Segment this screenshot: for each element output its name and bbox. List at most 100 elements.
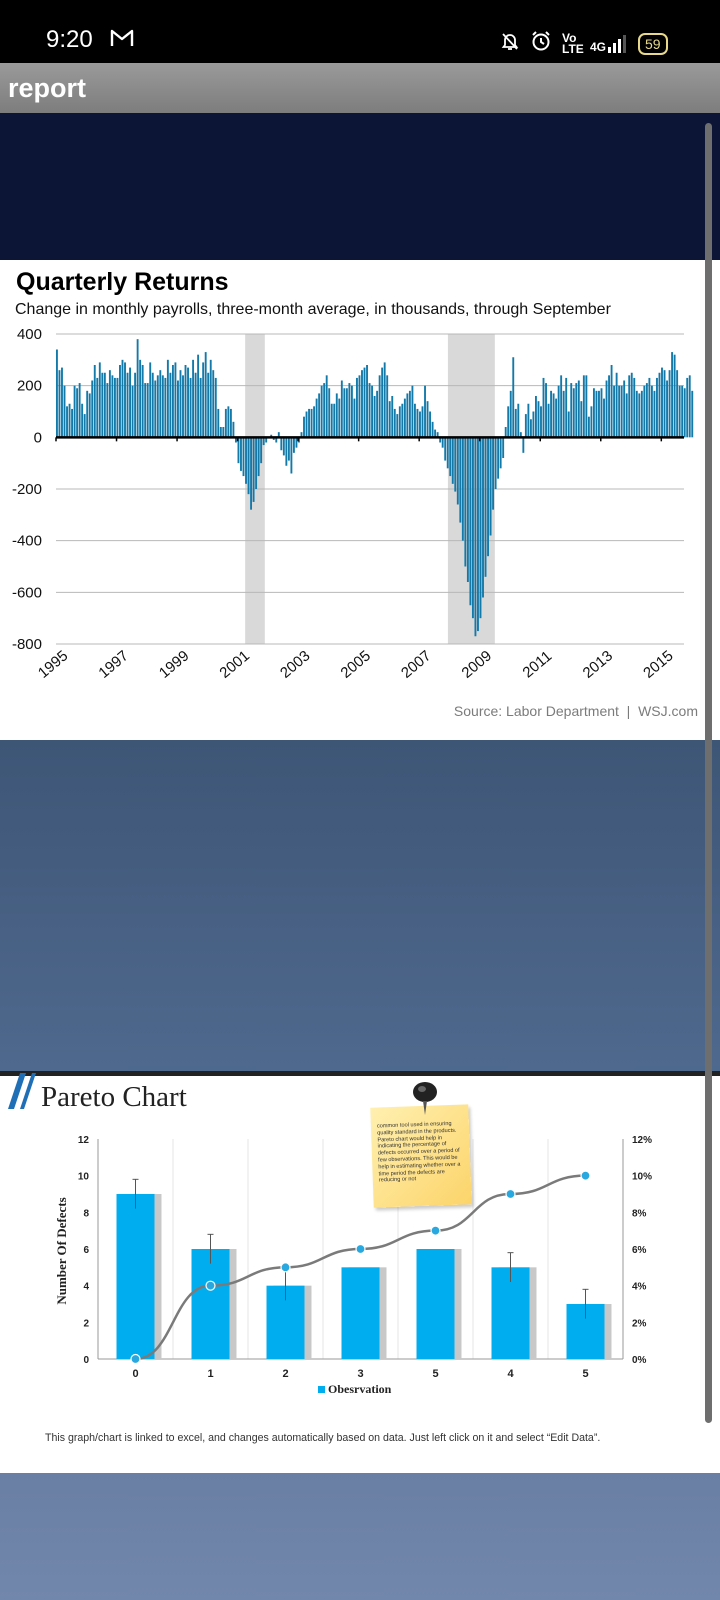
- payroll-bar: [76, 388, 79, 438]
- payroll-bar: [618, 385, 621, 438]
- vertical-scrollbar[interactable]: [705, 123, 712, 1423]
- payroll-bar: [469, 437, 472, 606]
- payroll-bar: [449, 437, 452, 477]
- legend-swatch: [318, 1386, 325, 1393]
- payroll-bar: [522, 437, 525, 453]
- payroll-bar: [68, 403, 71, 438]
- slide-title: Quarterly Returns: [16, 268, 229, 296]
- payroll-bar: [406, 393, 409, 438]
- payroll-bar: [681, 385, 684, 438]
- payroll-bar: [234, 437, 237, 443]
- payroll-bar: [413, 403, 416, 438]
- payroll-bar: [456, 437, 459, 505]
- payroll-bar: [671, 352, 674, 438]
- payroll-bar: [638, 393, 641, 438]
- clock: 9:20: [46, 26, 93, 53]
- payroll-bar: [202, 362, 205, 438]
- payroll-bar: [403, 398, 406, 438]
- payroll-bar: [648, 377, 651, 438]
- payroll-bar: [209, 359, 212, 438]
- cumulative-point: [130, 1353, 141, 1365]
- payroll-bar: [270, 434, 273, 438]
- payroll-bar: [645, 383, 648, 438]
- y-tick-label: 12: [78, 1135, 90, 1146]
- payroll-bar: [507, 406, 510, 438]
- payroll-bar: [262, 437, 265, 446]
- payroll-bar: [633, 377, 636, 438]
- payroll-bar: [88, 393, 91, 438]
- payroll-bar: [570, 383, 573, 438]
- y-tick-label: 0: [83, 1355, 89, 1366]
- payroll-bar: [363, 367, 366, 438]
- slide-background-bottom: [0, 1473, 720, 1600]
- payroll-bar: [512, 357, 515, 438]
- payroll-bar: [141, 365, 144, 438]
- y2-tick-label: 8%: [632, 1208, 647, 1219]
- payroll-bar: [245, 437, 247, 484]
- report-viewer[interactable]: Quarterly Returns Change in monthly payr…: [0, 113, 720, 1600]
- payroll-bar: [250, 437, 253, 510]
- payroll-bar: [199, 377, 202, 438]
- status-icons: Vo LTE 4G 59: [500, 30, 668, 57]
- payroll-bar: [298, 437, 300, 443]
- payroll-bar: [103, 372, 106, 438]
- payroll-bar: [608, 375, 610, 438]
- payroll-bar: [358, 375, 361, 438]
- payroll-bar: [93, 365, 96, 438]
- payroll-bar: [610, 365, 613, 438]
- x-tick-label: 2013: [580, 647, 616, 681]
- payroll-bar: [386, 375, 389, 438]
- payroll-bar: [650, 385, 653, 438]
- payroll-bar: [398, 406, 401, 438]
- payroll-bar: [598, 390, 600, 438]
- x-tick-label: 2011: [520, 648, 556, 682]
- y-tick-label: -800: [12, 636, 42, 653]
- observation-bar: [341, 1267, 380, 1359]
- observation-bar: [116, 1194, 155, 1359]
- payroll-bar: [545, 383, 547, 438]
- payroll-bar: [678, 385, 681, 438]
- payroll-bar: [282, 437, 285, 456]
- payroll-bar: [592, 388, 595, 438]
- payroll-bar: [134, 372, 137, 438]
- payroll-bar: [290, 437, 293, 474]
- payroll-bar: [161, 375, 164, 438]
- payroll-bar: [497, 437, 500, 479]
- payroll-bar: [519, 432, 522, 438]
- y-tick-label: 200: [17, 378, 42, 395]
- payroll-bar: [502, 437, 505, 458]
- payroll-bar: [656, 377, 658, 438]
- payroll-bar: [174, 362, 177, 438]
- payroll-bar: [661, 367, 663, 438]
- payroll-bar: [78, 383, 81, 438]
- payroll-bar: [628, 375, 631, 438]
- payroll-bar: [204, 352, 207, 438]
- payroll-bar: [439, 437, 442, 443]
- payroll-bar: [247, 437, 250, 495]
- payroll-bar: [688, 375, 691, 438]
- payroll-bar: [595, 390, 598, 438]
- payroll-bar: [171, 365, 174, 438]
- payroll-bar: [119, 365, 121, 438]
- payroll-bar: [542, 377, 545, 438]
- payroll-bar: [471, 437, 474, 619]
- payroll-bar: [419, 411, 421, 438]
- payroll-bar: [177, 380, 179, 438]
- payroll-bar: [615, 372, 618, 438]
- payroll-bar: [466, 437, 469, 582]
- payroll-bar: [232, 421, 235, 438]
- payroll-bar: [630, 372, 633, 438]
- y-tick-label: -400: [12, 533, 42, 550]
- payroll-bar: [56, 349, 58, 438]
- y2-tick-label: 12%: [632, 1135, 652, 1146]
- y2-tick-label: 6%: [632, 1245, 647, 1256]
- payroll-bar: [560, 375, 563, 438]
- payroll-bar: [116, 377, 119, 438]
- payroll-bar: [252, 437, 255, 502]
- payroll-bar: [683, 388, 686, 438]
- payroll-bar: [179, 370, 182, 438]
- payroll-bar: [292, 437, 295, 453]
- payroll-bar: [139, 359, 142, 438]
- payroll-bar: [207, 372, 210, 438]
- payroll-bar: [590, 406, 593, 438]
